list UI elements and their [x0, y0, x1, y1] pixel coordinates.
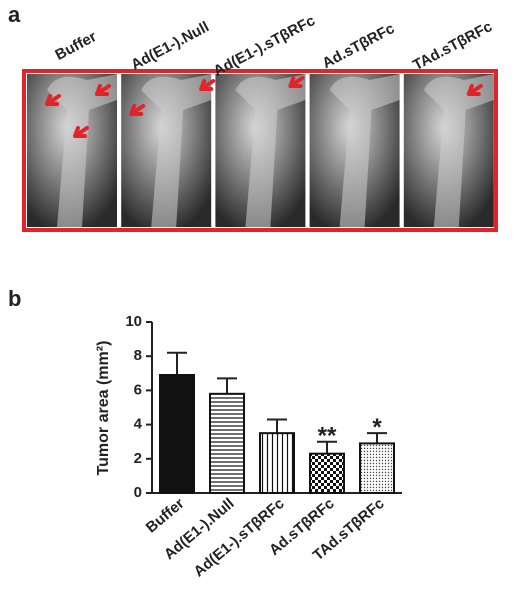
bar — [259, 432, 295, 494]
bar — [359, 442, 395, 495]
y-tick-label: 6 — [134, 381, 142, 398]
red-arrow — [95, 84, 111, 96]
x-tick-label: Buffer — [143, 495, 188, 537]
y-axis-label: Tumor area (mm²) — [95, 341, 112, 476]
bar — [309, 452, 345, 495]
red-arrow — [199, 79, 216, 91]
red-arrow — [466, 84, 483, 96]
significance: ** — [318, 423, 337, 450]
red-arrow — [129, 104, 146, 116]
bone — [329, 74, 400, 227]
column-label: Ad.sTβRFc — [320, 20, 398, 72]
y-tick-label: 0 — [134, 484, 142, 501]
red-arrow — [45, 94, 61, 106]
x-tick-label: Ad(E1-).sTβRFc — [190, 495, 287, 580]
y-tick-label: 8 — [134, 347, 142, 364]
column-label: Buffer — [52, 28, 99, 64]
significance: * — [372, 414, 382, 441]
bone — [235, 74, 306, 227]
bone — [47, 74, 117, 227]
bar — [209, 392, 245, 495]
panel-label: b — [8, 286, 21, 311]
column-label: TAd.sTβRFc — [410, 18, 495, 74]
bone — [423, 74, 494, 227]
y-tick-label: 2 — [134, 450, 142, 467]
red-arrow — [73, 126, 89, 138]
xray-images — [27, 74, 494, 227]
column-label: Ad(E1-).Null — [128, 18, 212, 73]
y-tick-label: 4 — [134, 416, 143, 433]
panel-label: a — [8, 2, 21, 27]
bone — [141, 74, 212, 227]
red-arrow — [288, 76, 305, 88]
bar — [159, 374, 195, 495]
y-tick-label: 10 — [125, 313, 142, 330]
